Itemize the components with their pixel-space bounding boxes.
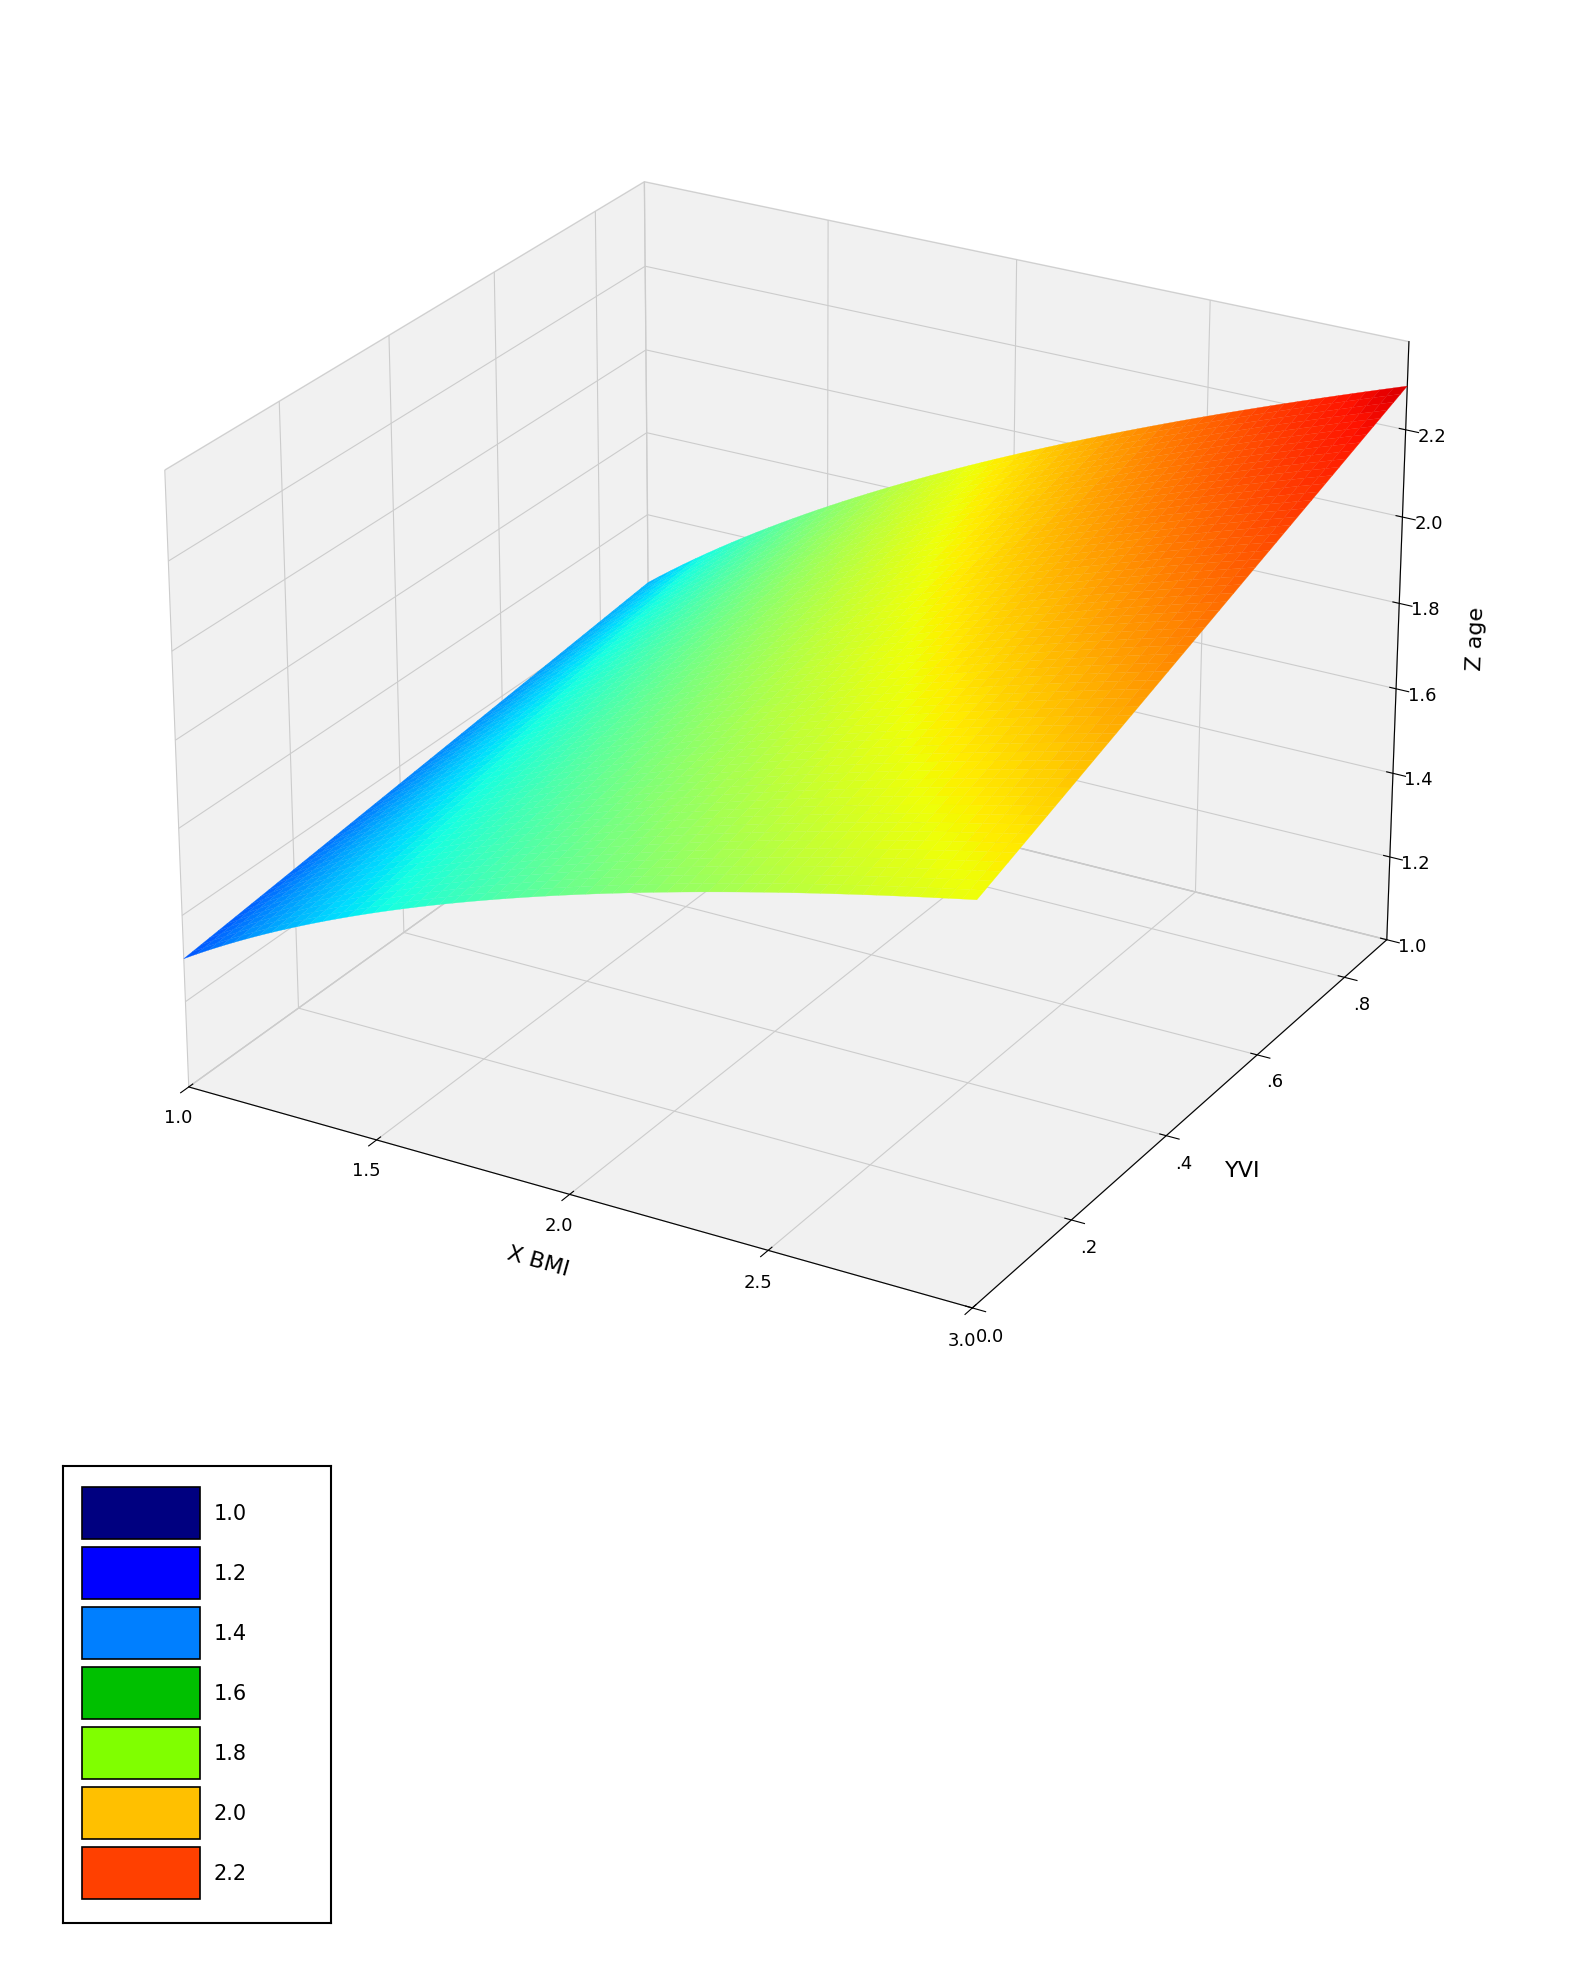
Bar [82,1488,200,1540]
Text: 1.4: 1.4 [213,1623,246,1643]
Bar [82,1847,200,1899]
Text: 1.0: 1.0 [213,1504,246,1524]
Text: 1.2: 1.2 [213,1564,246,1584]
Bar [82,1726,200,1780]
Y-axis label: YVI: YVI [1224,1159,1260,1179]
Bar [82,1607,200,1659]
Text: 1.8: 1.8 [213,1742,246,1764]
Text: 2.2: 2.2 [213,1863,246,1883]
Bar [82,1548,200,1599]
Bar [82,1667,200,1718]
Text: 1.6: 1.6 [213,1683,246,1703]
Text: 2.0: 2.0 [213,1804,246,1823]
X-axis label: X BMI: X BMI [505,1243,571,1280]
Bar [82,1788,200,1839]
